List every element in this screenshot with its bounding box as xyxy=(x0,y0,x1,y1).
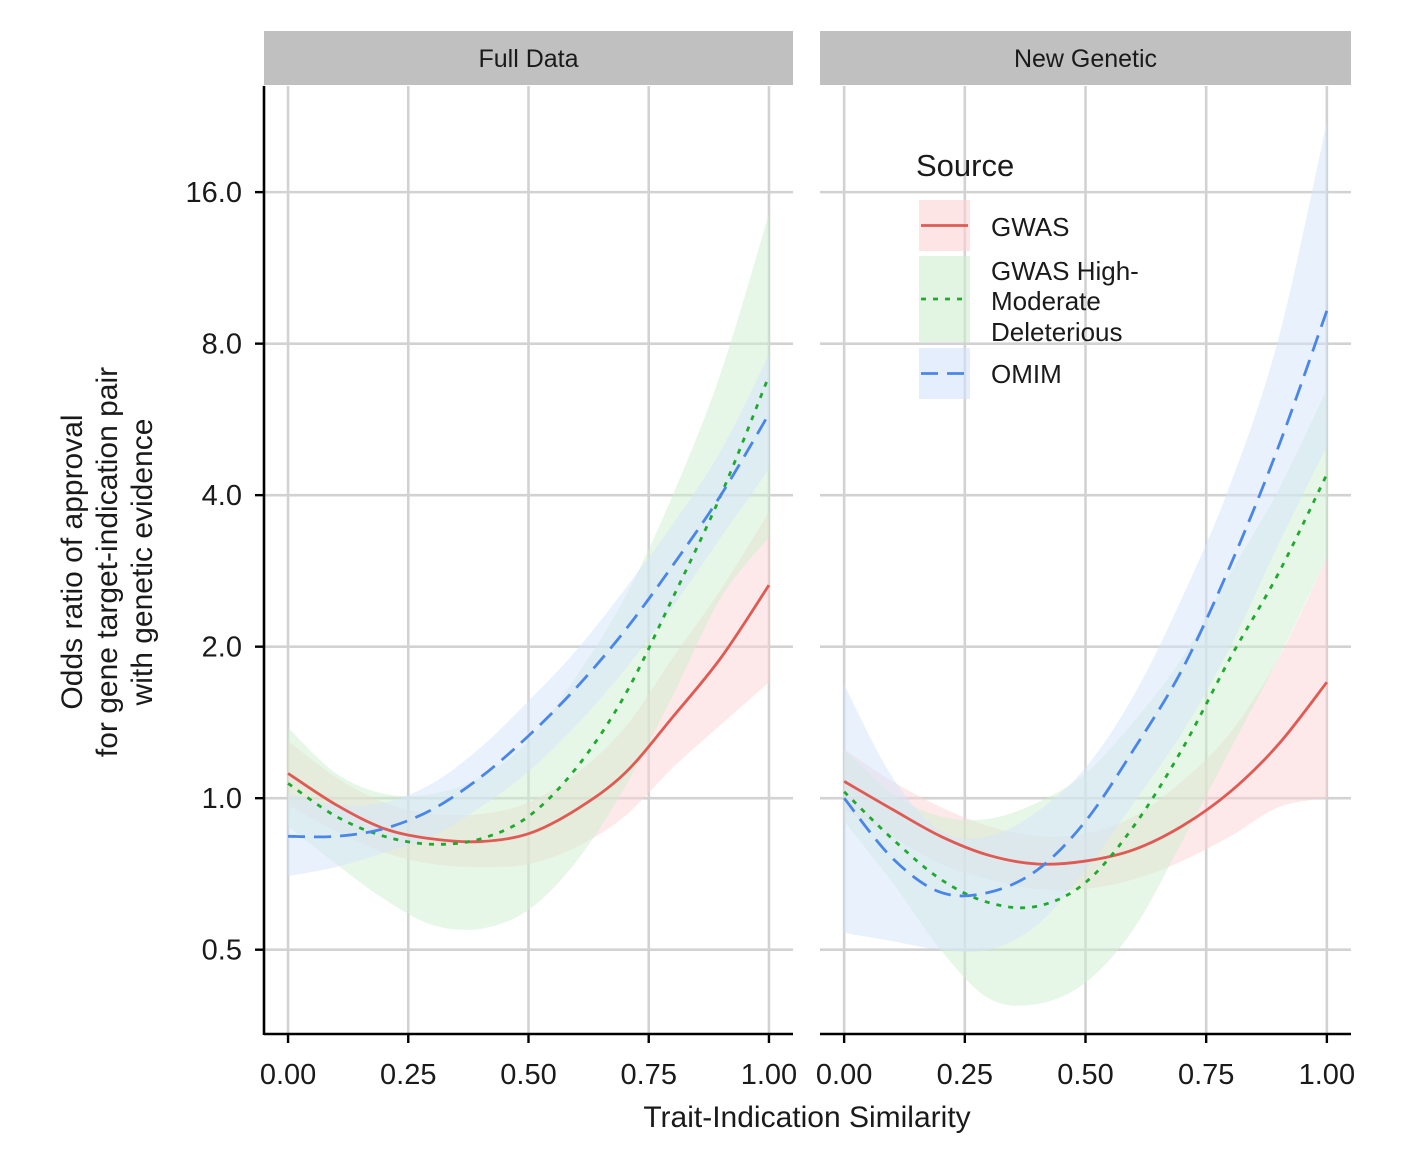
panel1-strip xyxy=(264,31,793,85)
panel2-x-tick-label-0: 0.00 xyxy=(816,1059,872,1091)
legend-title: Source xyxy=(916,148,1014,183)
y-tick-label-2: 2.0 xyxy=(202,632,242,664)
legend-label-2-1: GWAS High- xyxy=(991,256,1139,286)
panel2-x-tick-label-3: 0.75 xyxy=(1178,1059,1234,1091)
x-axis-title: Trait-Indication Similarity xyxy=(643,1101,970,1134)
y-tick-label-3: 4.0 xyxy=(202,480,242,512)
y-tick-label-4: 8.0 xyxy=(202,329,242,361)
panel1-line-1 xyxy=(287,584,771,844)
y-axis-title-line-2: for gene target-indication pair xyxy=(91,367,124,757)
panel2-line-3 xyxy=(843,310,1329,898)
panel1-line-2 xyxy=(287,375,771,846)
panel1-x-tick-label-3: 0.75 xyxy=(621,1059,677,1091)
panel1-ribbon-3 xyxy=(288,354,769,877)
y-tick-label-5: 16.0 xyxy=(186,177,242,209)
panel2-x-tick-label-4: 1.00 xyxy=(1299,1059,1355,1091)
legend-label-1-1: GWAS xyxy=(991,212,1069,242)
panel2-line-2 xyxy=(843,473,1329,910)
y-tick-label-0: 0.5 xyxy=(202,935,242,967)
panel1-x-tick-label-0: 0.00 xyxy=(260,1059,316,1091)
legend-label-3-1: OMIM xyxy=(991,359,1062,389)
panel2-ribbon-3 xyxy=(844,122,1327,952)
panel2-line-1 xyxy=(843,681,1328,866)
panel1-ribbon-1 xyxy=(288,512,769,867)
legend-key-bg-2 xyxy=(919,256,970,342)
panel2-x-tick-label-1: 0.25 xyxy=(937,1059,993,1091)
legend-label-2-2: Moderate xyxy=(991,286,1101,316)
panel1-x-tick-label-2: 0.50 xyxy=(500,1059,556,1091)
panel2-ribbon-1 xyxy=(844,558,1327,891)
y-axis-title-line-3: with genetic evidence xyxy=(126,419,159,707)
panel1-line-3 xyxy=(288,413,771,839)
legend-label-2-3: Deleterious xyxy=(991,317,1123,347)
panel2-x-tick-label-2: 0.50 xyxy=(1057,1059,1113,1091)
panel1-strip-label: Full Data xyxy=(478,45,578,73)
panel2-strip-label: New Genetic xyxy=(1014,45,1157,73)
panel2-strip xyxy=(820,31,1351,85)
y-tick-label-1: 1.0 xyxy=(202,783,242,815)
panel1-x-tick-label-4: 1.00 xyxy=(741,1059,797,1091)
panel1-x-tick-label-1: 0.25 xyxy=(380,1059,436,1091)
y-axis-title-line-1: Odds ratio of approval xyxy=(56,414,89,709)
